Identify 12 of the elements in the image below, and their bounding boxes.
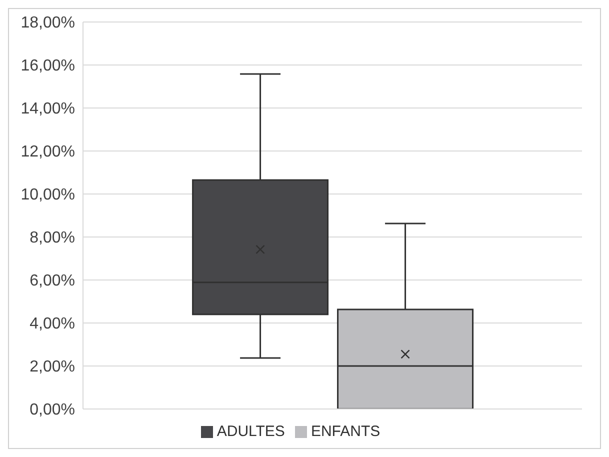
y-tick-label: 8,00% xyxy=(30,230,75,247)
y-tick-label: 18,00% xyxy=(20,14,75,32)
y-tick-label: 10,00% xyxy=(20,186,75,204)
y-tick-label: 14,00% xyxy=(20,100,75,118)
y-tick-label: 4,00% xyxy=(30,316,75,333)
legend-label: ENFANTS xyxy=(310,423,380,440)
y-tick-label: 6,00% xyxy=(30,272,75,290)
legend-label: ADULTES xyxy=(216,423,285,440)
y-tick-label: 0,00% xyxy=(30,402,75,419)
y-tick-label: 2,00% xyxy=(30,358,75,376)
y-tick-label: 16,00% xyxy=(20,58,75,75)
y-tick-label: 12,00% xyxy=(20,144,75,161)
